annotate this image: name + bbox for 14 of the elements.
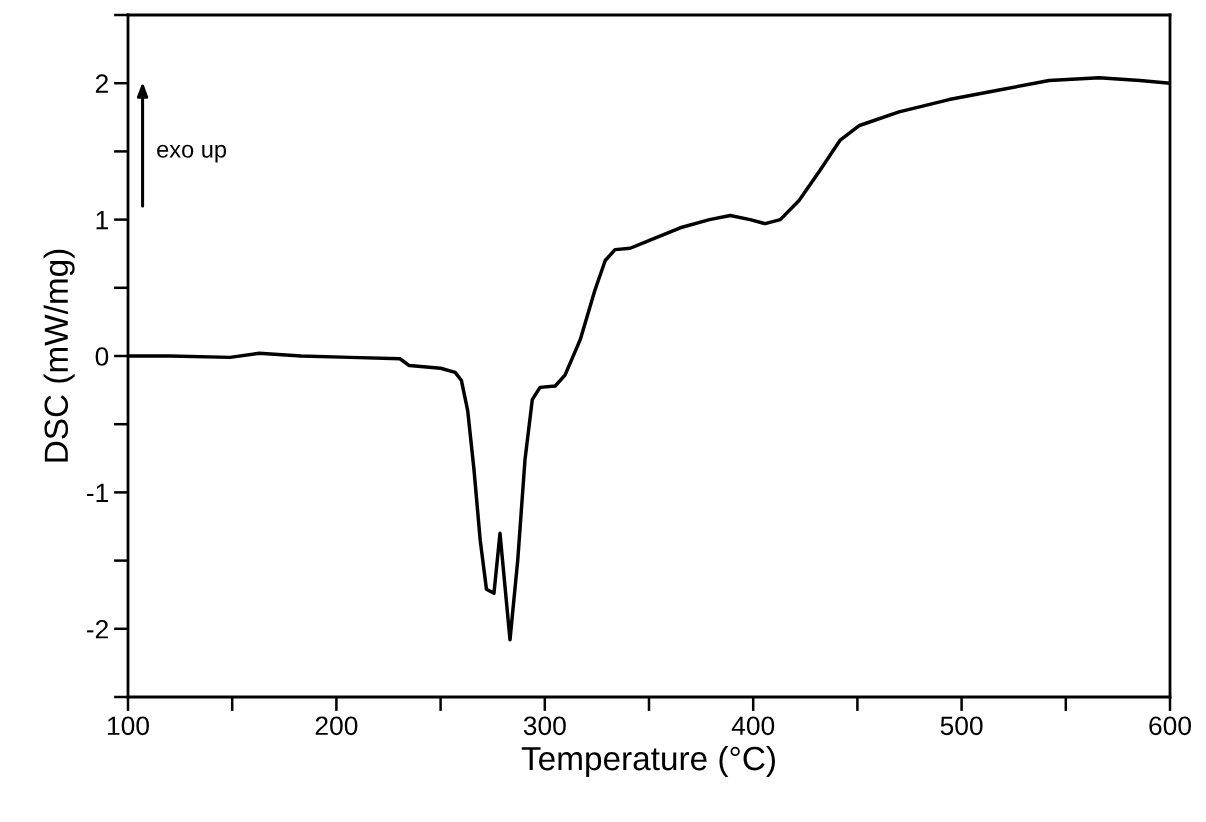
x-tick-label: 600 <box>1149 716 1191 736</box>
y-tick-label: 1 <box>96 211 108 230</box>
y-tick-label: 0 <box>95 347 109 366</box>
x-tick-label: 100 <box>108 716 149 736</box>
annotation: exo up <box>157 144 227 163</box>
x-tick-label: 300 <box>523 716 566 736</box>
x-tick-label: 200 <box>315 716 358 736</box>
x-tick-label: 500 <box>940 716 983 736</box>
y-tick-label: 2 <box>95 74 108 93</box>
x-axis-title: Temperature (°C) <box>521 745 775 777</box>
y-tick-label: -1 <box>86 483 108 502</box>
y-axis-title: DSC (mW/mg) <box>43 249 75 462</box>
x-tick-label: 400 <box>731 716 775 736</box>
y-tick-label: -2 <box>86 619 108 639</box>
